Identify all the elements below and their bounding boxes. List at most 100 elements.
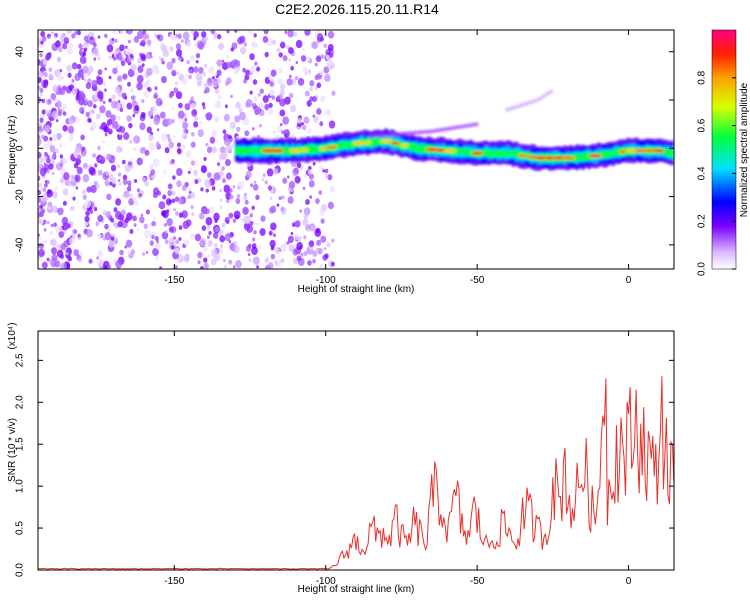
- noise-speck: [39, 53, 43, 58]
- noise-speck: [136, 188, 141, 193]
- snr-y-label: SNR (10 * v/v): [7, 418, 18, 482]
- noise-speck: [205, 112, 213, 121]
- secondary-trace-dot: [368, 134, 374, 139]
- noise-speck: [40, 195, 47, 203]
- noise-speck: [223, 113, 230, 122]
- noise-speck: [175, 211, 179, 216]
- noise-speck: [133, 223, 137, 227]
- noise-speck: [49, 137, 53, 142]
- noise-speck: [284, 133, 289, 139]
- noise-speck: [175, 49, 183, 57]
- noise-speck: [187, 187, 191, 192]
- noise-speck: [126, 212, 133, 221]
- noise-speck: [40, 30, 46, 37]
- noise-speck: [97, 169, 103, 176]
- noise-speck: [325, 54, 330, 60]
- noise-speck: [295, 60, 299, 64]
- noise-speck: [248, 258, 252, 263]
- noise-speck: [193, 169, 198, 176]
- noise-speck: [106, 44, 114, 53]
- noise-speck: [46, 98, 52, 106]
- noise-speck: [58, 143, 63, 148]
- noise-speck: [238, 107, 243, 113]
- noise-speck: [326, 58, 334, 67]
- noise-speck: [256, 134, 261, 140]
- noise-speck: [126, 102, 133, 110]
- noise-speck: [150, 169, 156, 176]
- noise-speck: [147, 176, 151, 180]
- noise-speck: [104, 223, 109, 230]
- noise-speck: [165, 198, 172, 206]
- noise-speck: [173, 236, 176, 240]
- noise-speck: [287, 175, 290, 179]
- noise-speck: [224, 104, 228, 109]
- noise-speck: [38, 137, 42, 146]
- noise-speck: [190, 205, 194, 210]
- noise-speck: [155, 97, 163, 107]
- noise-speck: [287, 196, 294, 204]
- noise-speck: [126, 30, 133, 35]
- secondary-trace-dot: [474, 122, 479, 127]
- noise-speck: [205, 142, 209, 147]
- noise-speck: [267, 185, 273, 191]
- noise-speck: [105, 211, 112, 219]
- noise-speck: [288, 46, 294, 55]
- noise-speck: [187, 170, 191, 175]
- noise-speck: [114, 86, 121, 94]
- secondary-trace-dot: [456, 125, 461, 130]
- noise-speck: [308, 180, 315, 188]
- noise-speck: [307, 169, 313, 175]
- noise-speck: [253, 230, 257, 235]
- noise-speck: [169, 46, 174, 52]
- noise-speck: [174, 81, 178, 86]
- noise-speck: [171, 190, 176, 197]
- noise-speck: [89, 109, 93, 114]
- noise-speck: [201, 102, 206, 107]
- secondary-trace-dot: [512, 105, 517, 110]
- noise-speck: [184, 103, 191, 111]
- noise-speck: [126, 115, 132, 123]
- noise-speck: [319, 70, 324, 76]
- noise-speck: [201, 225, 207, 231]
- noise-speck: [301, 122, 304, 126]
- colorbar: 0.0 0.2 0.4 0.6 0.8 Normalized spectral ampl…: [697, 29, 750, 276]
- noise-speck: [316, 33, 324, 41]
- signal-hot-spot: [653, 148, 665, 153]
- colorbar-gradient: [711, 29, 737, 270]
- noise-speck: [273, 168, 279, 175]
- noise-speck: [225, 145, 233, 154]
- noise-speck: [210, 30, 216, 35]
- noise-speck: [213, 242, 218, 248]
- secondary-trace-dot: [467, 123, 472, 128]
- noise-speck: [59, 154, 64, 159]
- noise-speck: [189, 54, 195, 62]
- noise-speck: [331, 238, 335, 243]
- noise-speck: [88, 258, 93, 264]
- noise-speck: [117, 99, 121, 104]
- noise-speck: [313, 115, 319, 123]
- noise-speck: [166, 61, 174, 70]
- colorbar-tick-label: 0.0: [697, 262, 708, 276]
- noise-speck: [86, 228, 93, 238]
- noise-speck: [196, 80, 202, 87]
- noise-speck: [221, 59, 225, 63]
- secondary-trace-dot: [379, 133, 385, 138]
- secondary-trace-dot: [376, 133, 381, 138]
- noise-speck: [97, 90, 104, 99]
- noise-speck: [320, 235, 327, 243]
- noise-speck: [303, 213, 309, 220]
- noise-speck: [100, 122, 108, 131]
- secondary-trace-dot: [463, 123, 468, 128]
- noise-speck: [327, 201, 334, 210]
- noise-speck: [46, 158, 51, 164]
- signal-hot-spot: [443, 149, 457, 153]
- spectrogram-y-tick-label: -20: [15, 189, 26, 204]
- noise-speck: [226, 61, 232, 69]
- spectrogram-y-label: Frequency (Hz): [7, 116, 18, 185]
- noise-speck: [324, 33, 328, 37]
- noise-speck: [320, 218, 325, 224]
- noise-speck: [200, 165, 207, 173]
- noise-speck: [266, 168, 274, 177]
- noise-speck: [76, 30, 81, 36]
- noise-speck: [174, 196, 180, 202]
